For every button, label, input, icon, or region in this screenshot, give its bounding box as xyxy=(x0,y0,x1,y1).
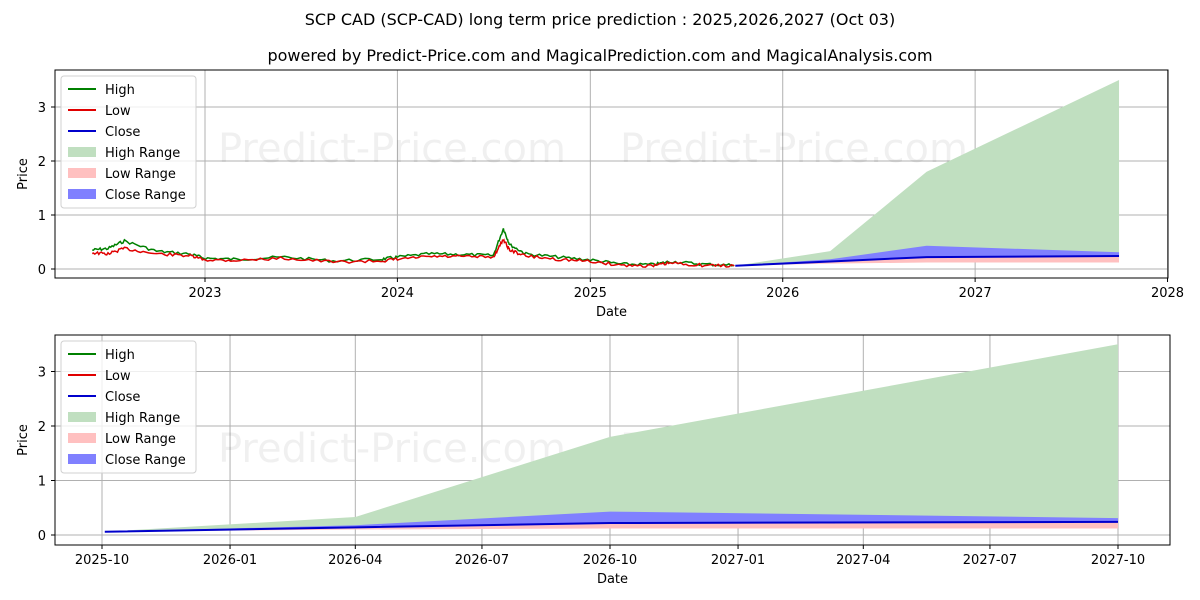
y-tick-label: 3 xyxy=(38,366,46,381)
legend-item: Close Range xyxy=(68,188,186,203)
low-line xyxy=(91,238,735,268)
watermark: Predict-Price.com xyxy=(218,126,566,172)
x-tick-label: 2026-10 xyxy=(583,553,637,568)
legend-item: High Range xyxy=(68,146,180,161)
legend-patch-icon xyxy=(68,189,96,199)
watermark: Predict-Price.com xyxy=(218,426,566,472)
high-range-area xyxy=(735,80,1120,266)
legend-patch-icon xyxy=(68,412,96,422)
x-tick-label: 2026-04 xyxy=(328,553,382,568)
x-tick-label: 2027-07 xyxy=(963,553,1017,568)
axes-frame xyxy=(54,334,1171,546)
legend-label: High Range xyxy=(105,411,180,426)
legend-item: Low xyxy=(68,369,131,384)
legend-item: Close xyxy=(68,390,140,405)
legend-item: Low Range xyxy=(68,432,176,447)
y-tick-label: 0 xyxy=(38,263,46,278)
legend-patch-icon xyxy=(68,168,96,178)
close-line xyxy=(735,255,1120,267)
y-tick-label: 3 xyxy=(38,101,46,116)
y-tick-label: 0 xyxy=(38,529,46,544)
high-range-area xyxy=(104,344,1118,532)
watermark: Predict-Price.com xyxy=(620,126,968,172)
legend-item: Close Range xyxy=(68,453,186,468)
legend-label: Low Range xyxy=(105,167,176,182)
x-tick-label: 2024 xyxy=(381,286,414,301)
low-range-area xyxy=(104,521,1118,532)
y-tick-label: 2 xyxy=(38,420,46,435)
legend: High Low Close High Range Low Range Close Ran… xyxy=(60,75,197,209)
y-axis-label: Price xyxy=(16,158,31,190)
chart-panel-forecast: 2025-10 2026-01 2026-04 2026-07 2026-10 2027-… xyxy=(16,334,1171,587)
legend-label: Close Range xyxy=(105,453,186,468)
y-tick-label: 1 xyxy=(38,475,46,490)
x-tick-label: 2027 xyxy=(959,286,992,301)
legend-label: Close xyxy=(105,390,140,405)
legend-patch-icon xyxy=(68,454,96,464)
legend-label: Close xyxy=(105,125,140,140)
legend-item: Low Range xyxy=(68,167,176,182)
y-tick-label: 1 xyxy=(38,209,46,224)
chart-subtitle: powered by Predict-Price.com and Magical… xyxy=(267,46,933,65)
x-tick-label: 2028 xyxy=(1151,286,1184,301)
x-tick-label: 2027-10 xyxy=(1091,553,1145,568)
x-tick-label: 2027-04 xyxy=(836,553,890,568)
legend-patch-icon xyxy=(68,433,96,443)
x-axis-label: Date xyxy=(597,572,628,587)
legend-label: Low xyxy=(105,369,131,384)
axes-frame xyxy=(54,69,1169,279)
x-tick-label: 2026 xyxy=(766,286,799,301)
legend: High Low Close High Range Low Range Close Ran… xyxy=(60,340,197,474)
x-axis-label: Date xyxy=(596,305,627,320)
y-tick-label: 2 xyxy=(38,155,46,170)
legend-item: High Range xyxy=(68,411,180,426)
low-range-area xyxy=(735,256,1120,266)
chart-panel-full-history: 2023 2024 2025 2026 2027 2028 0 1 2 3 Predict-Pric… xyxy=(16,69,1184,320)
x-tick-label: 2023 xyxy=(188,286,221,301)
legend-patch-icon xyxy=(68,147,96,157)
x-tick-label: 2026-07 xyxy=(455,553,509,568)
legend-label: Close Range xyxy=(105,188,186,203)
x-tick-label: 2025 xyxy=(574,286,607,301)
y-axis-label: Price xyxy=(16,424,31,456)
high-line xyxy=(92,228,735,267)
legend-label: High xyxy=(105,348,135,363)
legend-item: Close xyxy=(68,125,140,140)
legend-label: Low xyxy=(105,104,131,119)
chart-title: SCP CAD (SCP-CAD) long term price predic… xyxy=(304,10,896,29)
legend-label: High xyxy=(105,83,135,98)
legend-item: High xyxy=(68,83,135,98)
legend-item: Low xyxy=(68,104,131,119)
x-tick-label: 2025-10 xyxy=(75,553,129,568)
legend-label: Low Range xyxy=(105,432,176,447)
legend-label: High Range xyxy=(105,146,180,161)
legend-item: High xyxy=(68,348,135,363)
x-tick-label: 2026-01 xyxy=(203,553,257,568)
close-line xyxy=(104,520,1119,533)
x-tick-label: 2027-01 xyxy=(711,553,765,568)
